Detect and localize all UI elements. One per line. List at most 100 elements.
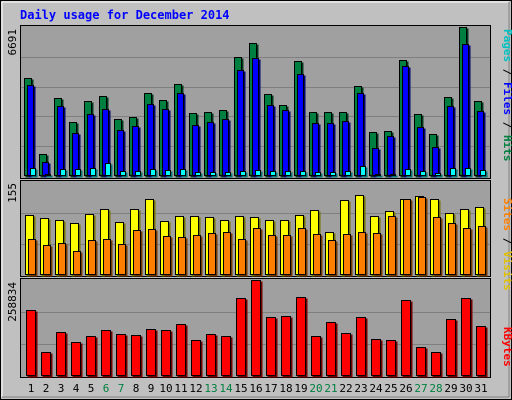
sites-bar bbox=[268, 235, 276, 275]
files-bar bbox=[27, 85, 34, 176]
day-label: 6 bbox=[103, 382, 110, 395]
legend-entry: KBytes bbox=[501, 327, 512, 367]
day-label: 23 bbox=[354, 382, 367, 395]
kbytes-bar bbox=[86, 336, 96, 376]
pages-bar bbox=[360, 166, 366, 176]
pages-bar bbox=[300, 171, 306, 176]
visits-legend: Sites / Visits bbox=[501, 198, 512, 291]
pages-bar bbox=[285, 171, 291, 176]
sites-bar bbox=[58, 243, 66, 275]
day-label: 10 bbox=[159, 382, 172, 395]
pages-bar-shadow bbox=[376, 175, 383, 178]
kbytes-bar bbox=[431, 352, 441, 376]
pages-bar bbox=[105, 163, 111, 176]
day-label: 9 bbox=[148, 382, 155, 395]
visits-ymax-label: 155 bbox=[6, 183, 19, 203]
kbytes-bar bbox=[26, 310, 36, 376]
day-label: 31 bbox=[474, 382, 487, 395]
pages-bar bbox=[450, 168, 456, 176]
files-bar bbox=[117, 130, 124, 176]
chart-title: Daily usage for December 2014 bbox=[20, 8, 230, 22]
files-bar bbox=[87, 114, 94, 176]
kbytes-bar bbox=[386, 340, 396, 376]
pages-bar bbox=[255, 170, 261, 176]
sites-bar bbox=[388, 216, 396, 275]
day-label: 29 bbox=[444, 382, 457, 395]
kbytes-bar bbox=[341, 333, 351, 376]
day-label: 22 bbox=[339, 382, 352, 395]
sites-bar bbox=[178, 237, 186, 275]
pages-bar-shadow bbox=[391, 175, 398, 178]
kbytes-legend: KBytes bbox=[501, 327, 512, 367]
kbytes-bar bbox=[296, 297, 306, 376]
files-bar bbox=[312, 123, 319, 176]
sites-bar bbox=[133, 230, 141, 275]
kbytes-bar bbox=[41, 352, 51, 376]
day-label: 8 bbox=[133, 382, 140, 395]
sites-bar bbox=[28, 239, 36, 275]
kbytes-bar bbox=[326, 322, 336, 376]
sites-bar bbox=[358, 232, 366, 275]
sites-bar bbox=[253, 228, 261, 275]
pages-bar bbox=[45, 174, 51, 176]
pages-bar bbox=[480, 170, 486, 176]
kbytes-bar bbox=[146, 329, 156, 376]
legend-entry: / bbox=[501, 62, 512, 82]
pages-bar bbox=[330, 172, 336, 176]
kbytes-bar bbox=[71, 342, 81, 376]
day-label: 16 bbox=[249, 382, 262, 395]
sites-bar bbox=[343, 234, 351, 275]
sites-bar bbox=[223, 232, 231, 275]
legend-entry: / bbox=[501, 231, 512, 251]
day-label: 3 bbox=[58, 382, 65, 395]
sites-bar bbox=[88, 240, 96, 275]
sites-bar bbox=[313, 234, 321, 275]
files-bar bbox=[357, 93, 364, 176]
day-label: 30 bbox=[459, 382, 472, 395]
files-bar bbox=[147, 104, 154, 176]
sites-bar bbox=[403, 199, 411, 275]
sites-bar bbox=[283, 235, 291, 275]
kbytes-bar bbox=[356, 317, 366, 376]
day-label: 15 bbox=[234, 382, 247, 395]
pages-bar bbox=[90, 168, 96, 176]
files-bar bbox=[327, 123, 334, 176]
pages-bar bbox=[195, 172, 201, 176]
legend-entry: Sites bbox=[501, 198, 512, 231]
pages-bar bbox=[315, 172, 321, 176]
day-labels: 1 2 3 4 5 6 7 8 9 10 11 12 13 14 15 16 17 18 19 20 21 22 23 24 2… bbox=[28, 382, 488, 395]
files-bar bbox=[267, 105, 274, 176]
sites-bar bbox=[193, 235, 201, 275]
sites-bar bbox=[463, 228, 471, 275]
day-label: 2 bbox=[43, 382, 50, 395]
day-label: 5 bbox=[88, 382, 95, 395]
files-bar bbox=[42, 162, 49, 176]
sites-bar bbox=[418, 197, 426, 275]
pages-bar bbox=[165, 170, 171, 176]
kbytes-bar bbox=[161, 330, 171, 376]
day-label: 1 bbox=[28, 382, 35, 395]
day-label: 18 bbox=[279, 382, 292, 395]
pages-bar bbox=[210, 172, 216, 176]
pages-bar bbox=[180, 169, 186, 176]
files-bar bbox=[237, 70, 244, 176]
day-label: 17 bbox=[264, 382, 277, 395]
pages-bar bbox=[150, 169, 156, 176]
files-bar bbox=[342, 121, 349, 176]
files-bar bbox=[417, 127, 424, 176]
pages-bar bbox=[435, 173, 441, 176]
kbytes-bar bbox=[176, 324, 186, 376]
sites-bar bbox=[118, 244, 126, 275]
files-bar bbox=[222, 119, 229, 176]
kbytes-bar bbox=[101, 330, 111, 376]
legend-entry: Files bbox=[501, 82, 512, 115]
kbytes-bar bbox=[131, 335, 141, 376]
kbytes-bar bbox=[446, 319, 456, 376]
sites-bar bbox=[298, 228, 306, 275]
files-bar bbox=[447, 106, 454, 176]
kbytes-bar bbox=[416, 347, 426, 376]
kbytes-bar bbox=[266, 317, 276, 376]
day-label: 26 bbox=[399, 382, 412, 395]
